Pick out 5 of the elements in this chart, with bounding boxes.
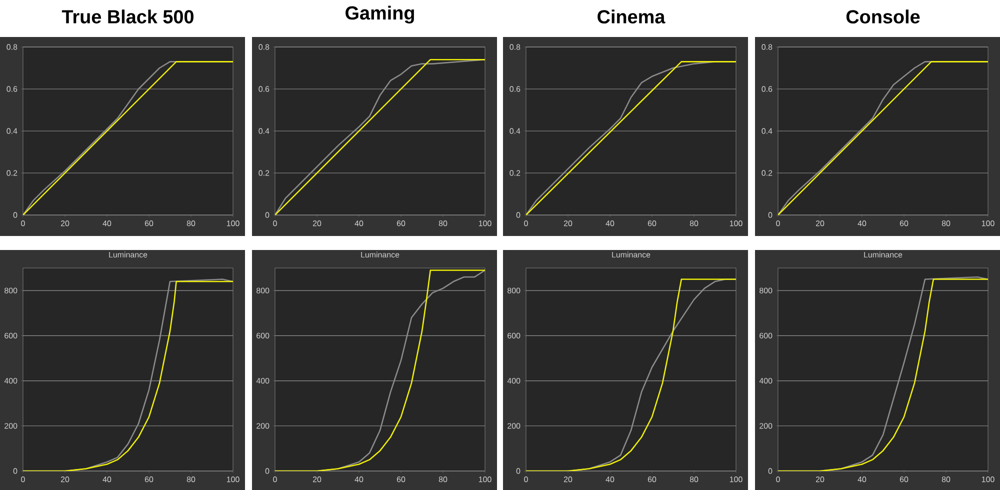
chart-title: Cinema	[598, 10, 666, 24]
chart-title: Console	[846, 10, 920, 24]
chart-title: Gaming	[346, 6, 414, 24]
line-series	[275, 270, 486, 471]
chart-title: True Black 500	[62, 10, 194, 24]
